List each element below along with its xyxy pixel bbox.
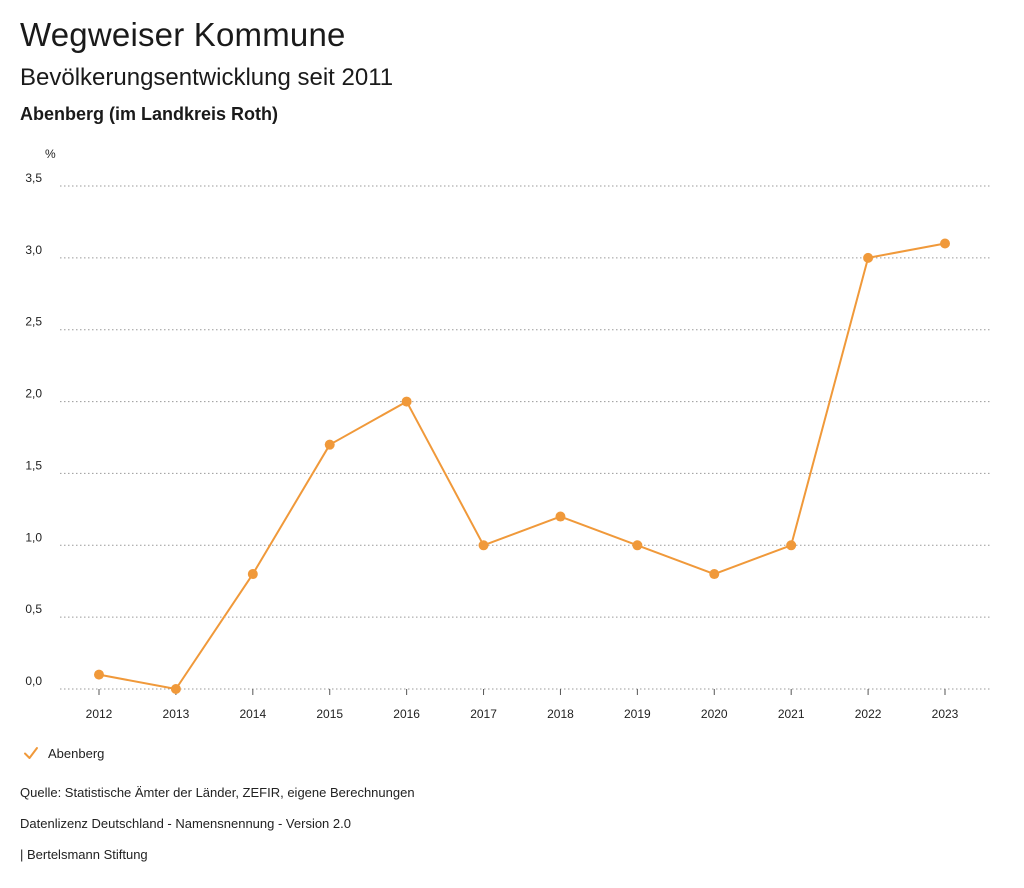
series-line-abenberg (98, 242, 946, 690)
data-point (478, 540, 489, 551)
legend-label: Abenberg (48, 745, 105, 761)
x-tick-label: 2013 (163, 707, 190, 721)
data-point (170, 684, 181, 694)
data-point (555, 511, 566, 522)
x-tick-label: 2022 (855, 707, 882, 721)
data-point (786, 540, 797, 551)
x-tick-label: 2015 (316, 707, 343, 721)
data-point (863, 252, 874, 263)
data-point (94, 669, 104, 680)
data-point (940, 238, 950, 249)
x-tick-label: 2021 (778, 707, 805, 721)
y-tick-label: 1,5 (25, 458, 42, 472)
source-note: Quelle: Statistische Ämter der Länder, Z… (20, 785, 415, 800)
region-name: Abenberg (im Landkreis Roth) (20, 104, 279, 124)
x-tick-label: 2016 (393, 707, 420, 721)
x-tick-label: 2018 (547, 707, 574, 721)
x-tick-label: 2017 (470, 707, 497, 721)
x-tick-label: 2014 (239, 707, 266, 721)
line-chart: % 0,0 0,5 1,0 1,5 2,0 2,5 3,0 3,5 2012 2013 2014 201… (25, 147, 990, 721)
data-point (324, 439, 335, 450)
legend-item-abenberg[interactable]: Abenberg (22, 744, 104, 762)
y-tick-label: 2,0 (25, 387, 42, 401)
y-tick-label: 0,5 (25, 602, 42, 616)
data-point (632, 540, 643, 551)
chart-subtitle: Bevölkerungsentwicklung seit 2011 (20, 64, 394, 91)
x-tick-label: 2012 (86, 707, 113, 721)
data-point (401, 396, 412, 407)
x-tick-label: 2020 (701, 707, 728, 721)
y-tick-label: 3,5 (25, 171, 42, 185)
y-axis-unit: % (45, 147, 56, 161)
y-tick-label: 2,5 (25, 315, 42, 329)
license-note: Datenlizenz Deutschland - Namensnennung … (20, 816, 351, 831)
page-title: Wegweiser Kommune (20, 16, 346, 53)
data-point (709, 569, 720, 580)
check-icon (24, 747, 38, 759)
y-tick-label: 3,0 (25, 243, 42, 257)
data-point (247, 569, 258, 580)
y-tick-label: 1,0 (25, 530, 42, 544)
publisher-note: | Bertelsmann Stiftung (20, 847, 148, 862)
x-tick-label: 2019 (624, 707, 651, 721)
x-tick-label: 2023 (932, 707, 959, 721)
y-tick-label: 0,0 (25, 674, 42, 688)
